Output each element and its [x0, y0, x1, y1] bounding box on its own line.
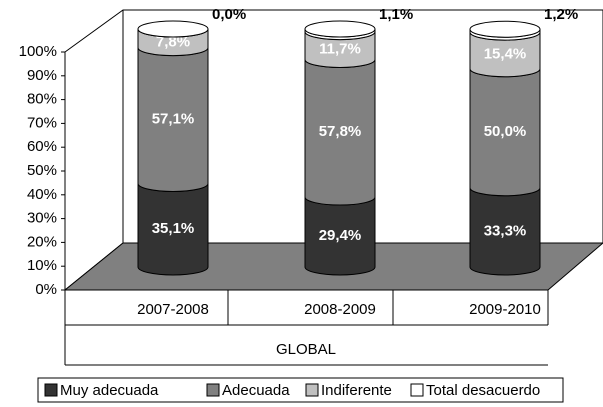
legend-box: [37, 377, 564, 403]
cylinder-cap: [469, 20, 541, 38]
legend-label: Muy adecuada: [60, 382, 159, 399]
value-label: 1,1%: [379, 6, 413, 23]
value-label: 1,2%: [544, 6, 578, 23]
y-tick-label: 60%: [27, 138, 57, 155]
value-label: 57,8%: [319, 123, 362, 140]
value-label: 35,1%: [152, 220, 195, 237]
x-tick-label: 2009-2010: [469, 301, 541, 318]
legend-label: Adecuada: [222, 382, 290, 399]
y-tick-label: 10%: [27, 257, 57, 274]
y-tick-label: 20%: [27, 233, 57, 250]
legend-swatch: [206, 383, 220, 397]
legend-swatch: [44, 383, 58, 397]
y-tick-label: 50%: [27, 162, 57, 179]
legend-label: Indiferente: [321, 382, 392, 399]
legend-label: Total desacuerdo: [426, 382, 540, 399]
x-axis-label: GLOBAL: [276, 341, 336, 358]
x-tick-label: 2007-2008: [137, 301, 209, 318]
y-tick-label: 70%: [27, 114, 57, 131]
y-tick-label: 100%: [19, 43, 57, 60]
value-label: 29,4%: [319, 227, 362, 244]
value-label: 57,1%: [152, 110, 195, 127]
value-label: 50,0%: [484, 123, 527, 140]
legend-swatch: [410, 383, 424, 397]
cylinder-cap: [304, 20, 376, 38]
x-tick-label: 2008-2009: [304, 301, 376, 318]
y-tick-label: 0%: [35, 281, 57, 298]
value-label: 33,3%: [484, 222, 527, 239]
value-label: 0,0%: [212, 6, 246, 23]
y-tick-label: 80%: [27, 91, 57, 108]
cylinder-cap: [137, 20, 209, 38]
y-tick-label: 90%: [27, 67, 57, 84]
y-tick-label: 40%: [27, 186, 57, 203]
legend-swatch: [305, 383, 319, 397]
value-label: 15,4%: [484, 45, 527, 62]
value-label: 7,8%: [156, 33, 190, 50]
y-tick-label: 30%: [27, 210, 57, 227]
value-label: 11,7%: [319, 41, 361, 58]
